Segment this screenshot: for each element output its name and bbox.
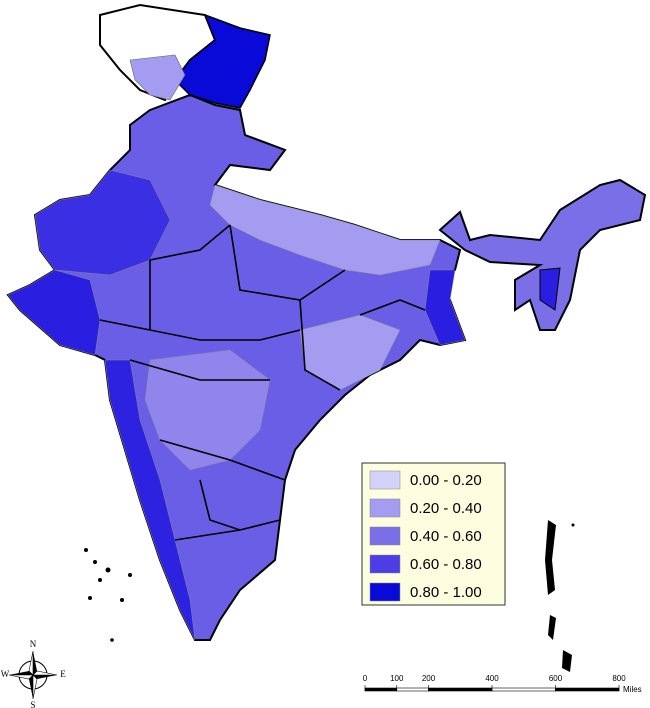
region-gangetic-plain	[209, 184, 441, 276]
scale-label: 0	[363, 674, 368, 683]
region-west-coast	[104, 359, 196, 641]
legend-label: 0.40 - 0.60	[410, 528, 482, 545]
state-borders	[99, 224, 426, 541]
compass-north: N	[30, 639, 37, 649]
scale-label: 100	[390, 674, 404, 683]
scale-segment	[364, 687, 398, 692]
region-northeast	[438, 178, 647, 331]
compass-west: W	[1, 669, 10, 679]
scale-label: 600	[549, 674, 563, 683]
legend-label: 0.20 - 0.40	[410, 500, 482, 517]
region-rajasthan	[34, 169, 171, 276]
legend-swatch	[369, 498, 401, 518]
scale-label: 800	[612, 674, 626, 683]
scale-segment	[555, 687, 620, 692]
compass-east: E	[60, 669, 66, 679]
scale-segment	[491, 687, 556, 692]
legend-swatch	[369, 554, 401, 574]
region-ladakh	[174, 13, 271, 109]
legend-label: 0.60 - 0.80	[410, 556, 482, 573]
compass-south: S	[30, 700, 35, 708]
legend-swatch	[369, 582, 401, 602]
scale-label: 400	[485, 674, 499, 683]
scale-label: 200	[422, 674, 436, 683]
region-tripura	[539, 267, 561, 311]
legend: 0.00 - 0.20 0.20 - 0.40 0.40 - 0.60 0.60 - …	[369, 470, 482, 602]
legend-swatch	[369, 526, 401, 546]
legend-swatch	[369, 470, 401, 490]
scale-segment	[396, 687, 429, 692]
legend-label: 0.00 - 0.20	[410, 472, 482, 489]
scale-segment	[428, 687, 493, 692]
legend-label: 0.80 - 1.00	[410, 584, 482, 601]
scale-unit: Miles	[623, 685, 642, 694]
islands	[84, 520, 575, 672]
scale-bar: 0 100 200 400 600 800 Miles	[363, 674, 642, 694]
compass: N E S W	[1, 639, 67, 708]
region-kashmir-valley	[129, 54, 186, 101]
